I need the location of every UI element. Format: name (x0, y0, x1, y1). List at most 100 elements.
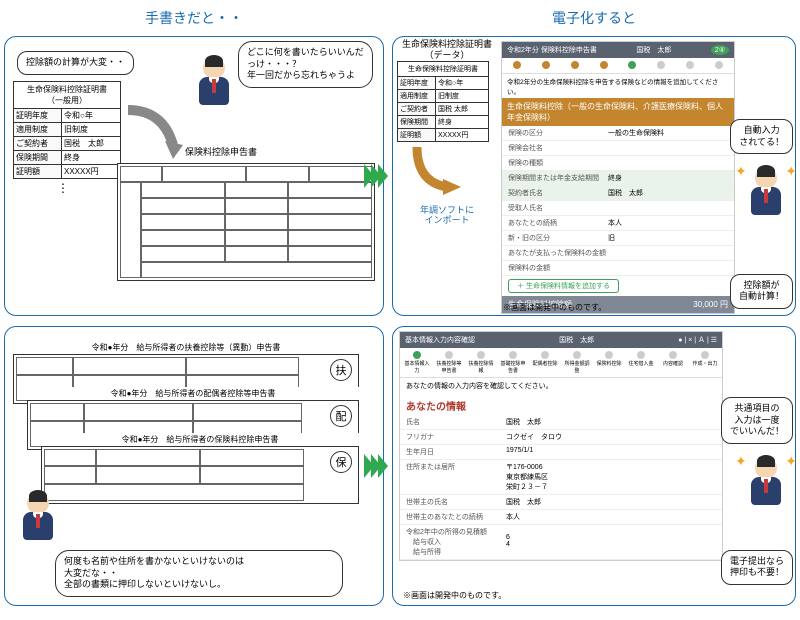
app-basicinfo: 基本情報入力内容確認 国税 太郎 ● | × | Ａ | ☰ 基本情報入力 扶養… (399, 331, 723, 561)
chevrons-icon (367, 454, 388, 478)
appbar-icons: ● | × | Ａ | ☰ (678, 335, 717, 345)
bubble-once: 共通項目の 入力は一度 でいいんだ！ (721, 397, 793, 444)
cert-k: ご契約者 (14, 137, 62, 150)
kv-k: 世帯主のあなたとの続柄 (406, 512, 506, 522)
cert-k: 証明額 (14, 165, 62, 178)
certificate-paper: 生命保険料控除証明書（一般用） 証明年度令和○年 適用制度旧制度 ご契約者国税 … (13, 81, 121, 179)
form-caption: 保険料控除申告書 (185, 145, 257, 158)
cert-v: XXXXX円 (436, 129, 488, 141)
cert-k: ご契約者 (398, 103, 436, 115)
stack-caption: 令和●年分 給与所得者の配偶者控除等申告書 (27, 387, 359, 400)
bubble-repeat: 何度も名前や住所を書かないといけないのは 大変だな・・ 全部の書類に押印しないと… (55, 550, 343, 597)
cert-v: XXXXX円 (62, 165, 120, 178)
step[interactable]: 内容確認 (660, 351, 686, 374)
kv-k: 保険の種類 (508, 158, 608, 168)
hanko-fu: 扶 (330, 359, 352, 381)
step[interactable]: 基礎控除申告書 (500, 351, 526, 374)
cert-k: 証明額 (398, 129, 436, 141)
cert-v: 終身 (62, 151, 120, 164)
cert-data-caption: 生命保険料控除証明書（データ） (397, 39, 497, 61)
app-bar: 令和2年分 保険料控除申告書 国税 太郎 2④ (502, 42, 734, 58)
kv-k: あなたが支払った保険料の金額 (508, 248, 608, 258)
kv-v (608, 263, 728, 273)
kv-k: 氏名 (406, 417, 506, 427)
stack-caption: 令和●年分 給与所得者の扶養控除等（異動）申告書 (13, 341, 359, 354)
kv-k: 受取人氏名 (508, 203, 608, 213)
kv-v (608, 203, 728, 213)
appbar-title: 基本情報入力内容確認 (405, 335, 475, 345)
kv-v: 本人 (608, 218, 728, 228)
kv-k: 保険期間または年金支給期間 (508, 173, 608, 183)
forms-stack: 令和●年分 給与所得者の扶養控除等（異動）申告書 扶 令和●年分 給与所得者の配… (13, 341, 375, 511)
hanko-ho: 保 (330, 451, 352, 473)
kv-k: 保険料の金額 (508, 263, 608, 273)
appbar-user: 国税 太郎 (559, 335, 594, 345)
cert-v: 国税 太郎 (436, 103, 488, 115)
cert-k: 証明年度 (14, 109, 62, 122)
kv-v: 国税 太郎 (506, 417, 716, 427)
kv-k: 生年月日 (406, 447, 506, 457)
kv-k: 契約者氏名 (508, 188, 608, 198)
kv-k: フリガナ (406, 432, 506, 442)
import-label: 年調ソフトに インポート (397, 205, 497, 227)
right-title: 電子化すると (392, 4, 796, 36)
hanko-hai: 配 (330, 405, 352, 427)
stepper[interactable]: 基本情報入力 扶養控除等申告書 扶養控除情報 基礎控除申告書 配偶者控除 所得金… (400, 348, 722, 378)
kv-k: 保険会社名 (508, 143, 608, 153)
app-insurance: 令和2年分 保険料控除申告書 国税 太郎 2④ 令和2年分の生命保険料控除を申告… (501, 41, 735, 314)
step[interactable]: 扶養控除情報 (468, 351, 494, 374)
kv-v (608, 143, 728, 153)
kv-v: 国税 太郎 (608, 188, 728, 198)
app-bar: 基本情報入力内容確認 国税 太郎 ● | × | Ａ | ☰ (400, 332, 722, 348)
cert-k: 保険期間 (398, 116, 436, 128)
step[interactable]: 基本情報入力 (404, 351, 430, 374)
person-confused (193, 57, 235, 112)
bubble-where: どこに何を書いたらいいんだっけ・・・？ 年一回だから忘れちゃうよ (238, 41, 373, 88)
kv-k: 世帯主の氏名 (406, 497, 506, 507)
step[interactable]: 作成・出力 (692, 351, 718, 374)
step[interactable]: 配偶者控除 (532, 351, 558, 374)
cert-title: 生命保険料控除証明書 (398, 62, 488, 77)
chevrons-icon (367, 164, 388, 188)
kv-k: 令和2年中の所得の見積額 給与収入 給与所得 (406, 527, 506, 557)
step[interactable]: 所得金額調整 (564, 351, 590, 374)
stack-caption: 令和●年分 給与所得者の保険料控除申告書 (41, 433, 359, 446)
appbar-step: 2④ (711, 45, 729, 55)
appbar-title: 令和2年分 保険料控除申告書 (507, 45, 597, 55)
curved-arrow-icon (123, 105, 193, 165)
add-insurance-button[interactable]: ＋ 生命保険料情報を追加する (508, 279, 619, 293)
cert-title1: 生命保険料控除証明書 (27, 85, 107, 94)
cert-ellipsis: ⋮ (57, 185, 69, 192)
kv-v: コクゼイ タロウ (506, 432, 716, 442)
panel-digital-top: 生命保険料控除証明書（データ） 生命保険料控除証明書 証明年度令和○年 適用制度… (392, 36, 796, 316)
cert-k: 保険期間 (14, 151, 62, 164)
step[interactable]: 扶養控除等申告書 (436, 351, 462, 374)
cert-k: 適用制度 (398, 90, 436, 102)
bubble-auto-input: 自動入力 されてる！ (730, 119, 793, 154)
kv-v: 〒176-0006 東京都練馬区 栄町２３－７ (506, 462, 716, 492)
step[interactable]: 保険料控除 (596, 351, 622, 374)
kv-k: 新・旧の区分 (508, 233, 608, 243)
section-header: 生命保険料控除（一般の生命保険料、介護医療保険料、個人年金保険料） (502, 98, 734, 126)
deduction-form (117, 163, 375, 281)
cert-v: 終身 (436, 116, 488, 128)
bubble-auto-calc: 控除額が 自動計算！ (730, 274, 793, 309)
bubble-no-stamp: 電子提出なら 押印も不要！ (721, 550, 793, 585)
kv-v: 終身 (608, 173, 728, 183)
cert-v: 国税 太郎 (62, 137, 120, 150)
app-desc: 令和2年分の生命保険料控除を申告する保険などの情報を追加してください。 (502, 74, 734, 98)
dev-note: ※画面は開発中のものです。 (503, 302, 606, 313)
cert-k: 証明年度 (398, 77, 436, 89)
bubble-calc: 控除額の計算が大変・・ (17, 51, 134, 75)
step[interactable]: 住宅借入金 (628, 351, 654, 374)
panel-handwritten-top: 控除額の計算が大変・・ どこに何を書いたらいいんだっけ・・・？ 年一回だから忘れ… (4, 36, 384, 316)
cert-title2: （一般用） (47, 96, 87, 105)
person-tired (17, 492, 59, 547)
kv-v (608, 248, 728, 258)
panel-digital-bottom: 基本情報入力内容確認 国税 太郎 ● | × | Ａ | ☰ 基本情報入力 扶養… (392, 326, 796, 606)
import-arrow-icon (407, 142, 467, 202)
cert-v: 令和○年 (62, 109, 120, 122)
kv-v: 一般の生命保険料 (608, 128, 728, 138)
app-desc: あなたの情報の入力内容を確認してください。 (400, 378, 722, 394)
kv-v: 本人 (506, 512, 716, 522)
